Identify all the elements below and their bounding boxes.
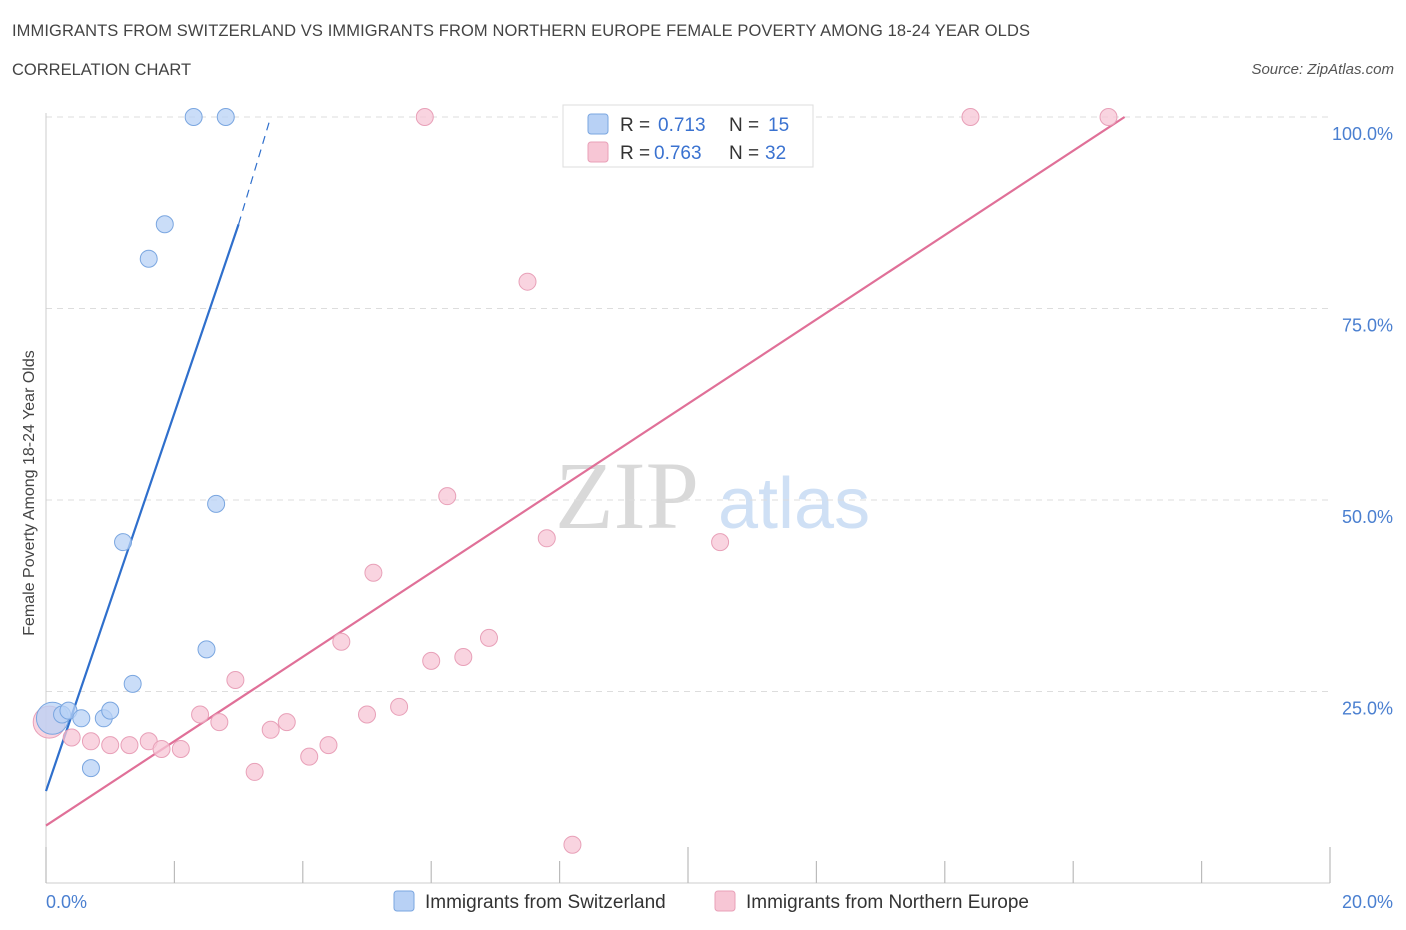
point-northern-europe-12 <box>261 720 280 739</box>
point-switzerland-13 <box>207 494 226 513</box>
bottom-legend-label-switzerland: Immigrants from Switzerland <box>425 892 666 913</box>
legend-n-value-northern-europe: 32 <box>765 143 786 164</box>
point-northern-europe-23 <box>479 628 498 647</box>
legend-swatch-switzerland <box>587 113 609 135</box>
point-northern-europe-11 <box>245 762 264 781</box>
legend-swatch-northern-europe <box>587 141 609 163</box>
legend-r-value-switzerland: 0.713 <box>658 115 706 136</box>
legend: R = 0.713 N = 15 R = 0.763 N = 32 <box>562 104 814 168</box>
trend-line-switzerland-extension <box>238 116 272 225</box>
bottom-legend-swatch-switzerland <box>393 890 415 912</box>
point-northern-europe-3 <box>101 736 120 755</box>
point-switzerland-8 <box>123 674 142 693</box>
point-northern-europe-28 <box>711 533 730 552</box>
bottom-legend: Immigrants from Switzerland Immigrants f… <box>393 890 1029 913</box>
legend-n-label-switzerland: N = <box>729 115 759 136</box>
point-northern-europe-8 <box>191 705 210 724</box>
x-tick-label-1: 20.0% <box>1342 892 1393 912</box>
source-label: Source: ZipAtlas.com <box>1251 61 1394 78</box>
chart-subtitle: CORRELATION CHART <box>12 61 192 79</box>
watermark-atlas: atlas <box>718 464 870 544</box>
point-northern-europe-19 <box>390 697 409 716</box>
trend-line-northern-europe <box>45 116 1126 827</box>
trend-lines <box>44 116 1126 827</box>
y-axis-label: Female Poverty Among 18-24 Year Olds <box>21 350 38 636</box>
point-northern-europe-31 <box>1099 108 1118 126</box>
bottom-legend-label-northern-europe: Immigrants from Northern Europe <box>746 892 1029 913</box>
point-northern-europe-30 <box>961 108 980 126</box>
point-northern-europe-22 <box>454 648 473 667</box>
point-northern-europe-9 <box>210 713 229 732</box>
tick-labels: 25.0% 50.0% 75.0% 100.0% 0.0% 20.0% <box>46 124 1393 912</box>
x-tick-label-0: 0.0% <box>46 892 87 912</box>
legend-n-value-switzerland: 15 <box>768 115 789 136</box>
point-switzerland-9 <box>139 249 158 268</box>
y-tick-label-0: 25.0% <box>1342 699 1393 719</box>
point-switzerland-4 <box>81 759 100 778</box>
y-tick-label-2: 75.0% <box>1342 316 1393 336</box>
point-northern-europe-7 <box>171 739 190 758</box>
point-switzerland-12 <box>197 640 216 659</box>
point-switzerland-3 <box>72 709 91 728</box>
watermark-zip: ZIP <box>555 442 699 549</box>
chart-title: IMMIGRANTS FROM SWITZERLAND VS IMMIGRANT… <box>12 22 1031 40</box>
legend-r-value-northern-europe: 0.763 <box>654 143 702 164</box>
point-northern-europe-4 <box>120 736 139 755</box>
point-northern-europe-17 <box>358 705 376 724</box>
point-northern-europe-14 <box>300 747 319 766</box>
point-northern-europe-15 <box>319 736 338 755</box>
point-switzerland-6 <box>101 701 120 720</box>
point-northern-europe-1 <box>62 728 81 747</box>
point-northern-europe-21 <box>438 487 457 506</box>
point-northern-europe-25 <box>537 529 556 548</box>
y-tick-label-1: 50.0% <box>1342 507 1393 527</box>
trend-line-switzerland <box>44 223 240 792</box>
axes <box>45 113 1331 884</box>
point-northern-europe-16 <box>332 632 351 651</box>
data-points <box>32 108 1118 854</box>
point-northern-europe-10 <box>226 671 245 690</box>
point-northern-europe-2 <box>81 732 100 751</box>
point-northern-europe-13 <box>277 713 296 732</box>
legend-n-label-northern-europe: N = <box>729 143 759 164</box>
point-northern-europe-18 <box>364 563 383 582</box>
y-tick-label-3: 100.0% <box>1332 124 1393 144</box>
point-switzerland-10 <box>155 215 174 234</box>
legend-r-label-switzerland: R = <box>620 115 650 136</box>
point-northern-europe-20 <box>422 651 441 670</box>
point-northern-europe-24 <box>518 272 537 291</box>
point-switzerland-11 <box>184 108 203 126</box>
point-northern-europe-27 <box>415 108 434 126</box>
point-northern-europe-26 <box>563 835 582 854</box>
point-switzerland-7 <box>114 533 133 552</box>
point-northern-europe-6 <box>152 739 171 758</box>
bottom-legend-swatch-northern-europe <box>714 890 736 912</box>
point-switzerland-14 <box>216 108 235 126</box>
legend-r-label-northern-europe: R = <box>620 143 650 164</box>
